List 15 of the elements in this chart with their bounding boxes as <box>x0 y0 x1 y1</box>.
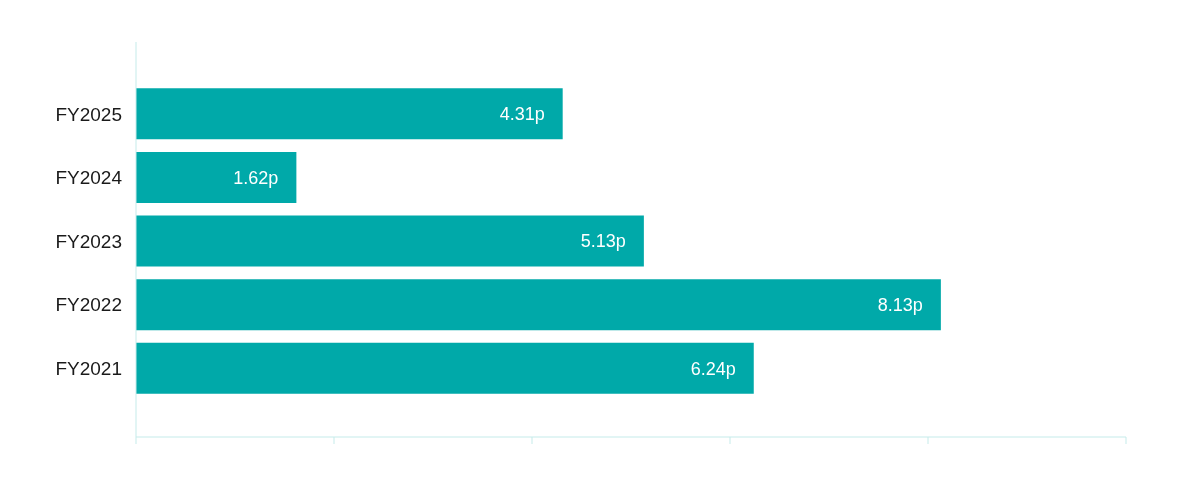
bar <box>136 279 941 331</box>
y-tick-label: FY2021 <box>55 357 122 379</box>
y-tick-label: FY2024 <box>55 167 123 189</box>
y-tick-label: FY2025 <box>55 103 122 125</box>
y-tick-label: FY2023 <box>55 230 122 252</box>
bar <box>136 151 297 203</box>
data-label: 5.13p <box>580 231 626 252</box>
data-label: 6.24p <box>690 358 736 379</box>
bar <box>136 88 563 140</box>
bar <box>136 342 754 394</box>
bar <box>136 215 644 267</box>
data-label: 1.62p <box>233 167 279 188</box>
data-label: 8.13p <box>877 295 923 316</box>
y-tick-label: FY2022 <box>55 294 122 316</box>
data-label: 4.31p <box>499 104 545 125</box>
